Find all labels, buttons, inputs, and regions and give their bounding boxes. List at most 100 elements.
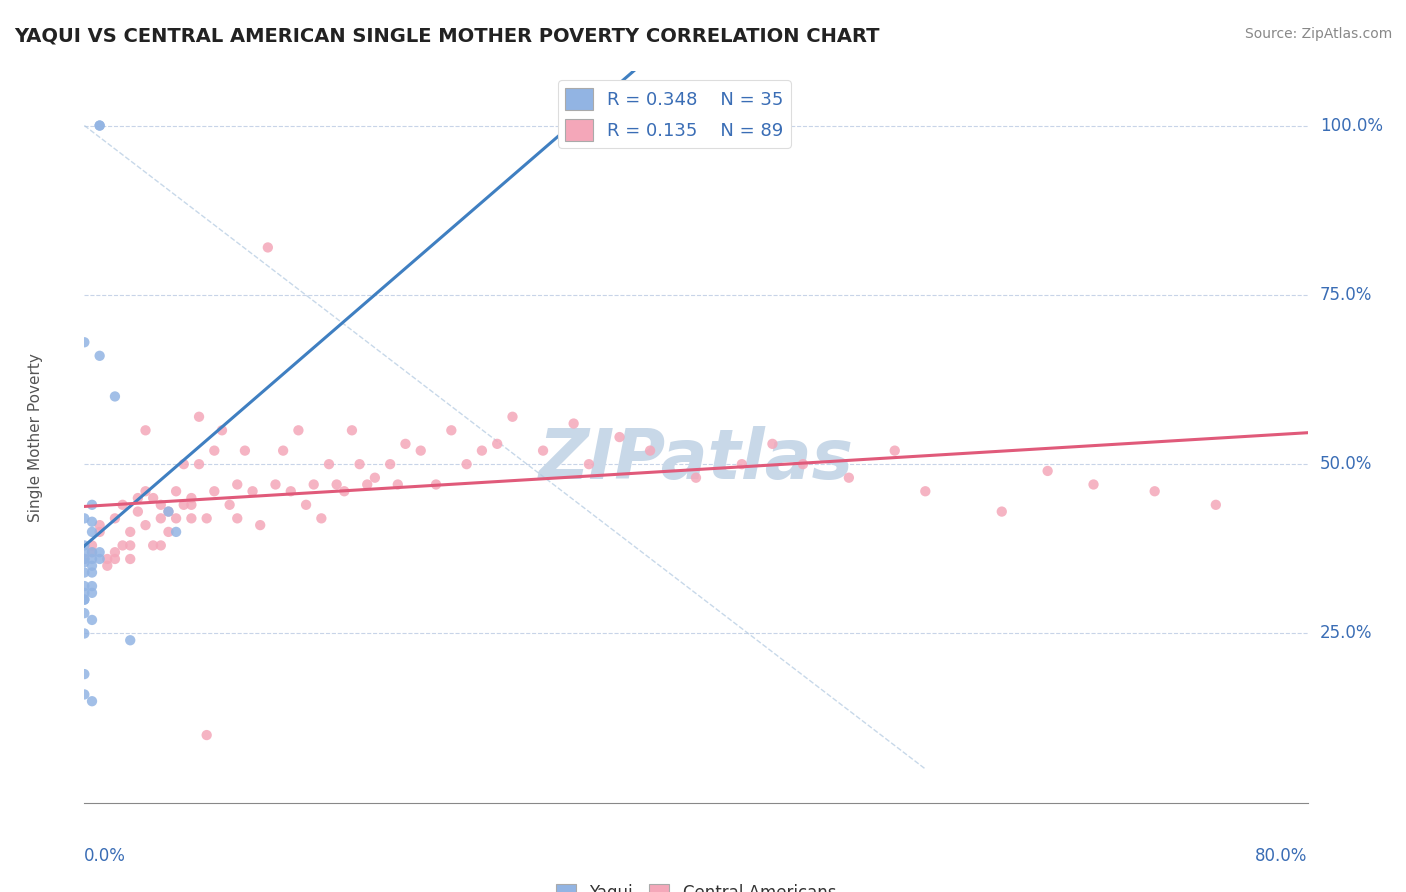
Point <box>202 484 225 499</box>
Point <box>73 566 96 580</box>
Text: 80.0%: 80.0% <box>1256 847 1308 864</box>
Point <box>271 443 294 458</box>
Point <box>226 511 249 525</box>
Point <box>349 457 371 471</box>
Point <box>104 389 127 403</box>
Point <box>104 545 127 559</box>
Point <box>80 613 103 627</box>
Point <box>73 592 96 607</box>
Point <box>456 457 478 471</box>
Point <box>264 477 287 491</box>
Point <box>157 505 180 519</box>
Point <box>96 558 118 573</box>
Point <box>80 579 103 593</box>
Point <box>173 457 195 471</box>
Point <box>502 409 524 424</box>
Point <box>80 566 103 580</box>
Point <box>127 491 149 505</box>
Point <box>195 511 218 525</box>
Point <box>486 437 509 451</box>
Legend: Yaqui, Central Americans: Yaqui, Central Americans <box>550 877 842 892</box>
Point <box>73 511 96 525</box>
Point <box>792 457 814 471</box>
Text: 100.0%: 100.0% <box>1320 117 1384 135</box>
Point <box>233 443 256 458</box>
Point <box>104 511 127 525</box>
Point <box>135 423 157 437</box>
Point <box>89 119 111 133</box>
Point <box>73 606 96 620</box>
Text: 0.0%: 0.0% <box>84 847 127 864</box>
Text: 25.0%: 25.0% <box>1320 624 1372 642</box>
Point <box>73 538 96 552</box>
Point <box>120 633 142 648</box>
Point <box>914 484 936 499</box>
Point <box>249 518 271 533</box>
Point <box>96 552 118 566</box>
Point <box>1083 477 1105 491</box>
Point <box>180 498 202 512</box>
Point <box>73 586 96 600</box>
Point <box>394 437 416 451</box>
Point <box>1205 498 1227 512</box>
Point <box>165 484 187 499</box>
Point <box>295 498 318 512</box>
Point <box>80 545 103 559</box>
Point <box>73 667 96 681</box>
Point <box>318 457 340 471</box>
Point <box>409 443 432 458</box>
Point <box>333 484 356 499</box>
Point <box>838 471 860 485</box>
Point <box>73 552 96 566</box>
Text: 75.0%: 75.0% <box>1320 285 1372 304</box>
Point <box>149 511 172 525</box>
Point <box>195 728 218 742</box>
Text: 50.0%: 50.0% <box>1320 455 1372 473</box>
Point <box>685 471 707 485</box>
Point <box>609 430 631 444</box>
Point <box>120 538 142 552</box>
Point <box>340 423 363 437</box>
Point <box>188 457 211 471</box>
Point <box>364 471 387 485</box>
Point <box>80 558 103 573</box>
Text: ZIPatlas: ZIPatlas <box>538 425 853 492</box>
Point <box>89 518 111 533</box>
Point <box>104 552 127 566</box>
Point <box>157 524 180 539</box>
Point <box>311 511 333 525</box>
Point <box>80 545 103 559</box>
Point <box>149 498 172 512</box>
Point <box>120 552 142 566</box>
Point <box>302 477 325 491</box>
Point <box>80 498 103 512</box>
Point <box>425 477 447 491</box>
Point <box>142 491 165 505</box>
Point <box>991 505 1014 519</box>
Point <box>89 545 111 559</box>
Point <box>135 484 157 499</box>
Point <box>73 579 96 593</box>
Point <box>218 498 240 512</box>
Point <box>257 240 280 254</box>
Point <box>188 409 211 424</box>
Point <box>89 119 111 133</box>
Point <box>73 592 96 607</box>
Point <box>73 545 96 559</box>
Point <box>135 518 157 533</box>
Point <box>111 498 134 512</box>
Point <box>380 457 402 471</box>
Point <box>120 524 142 539</box>
Point <box>142 538 165 552</box>
Point <box>1036 464 1059 478</box>
Point <box>356 477 378 491</box>
Text: Single Mother Poverty: Single Mother Poverty <box>28 352 44 522</box>
Point <box>202 443 225 458</box>
Point <box>111 538 134 552</box>
Point <box>165 524 187 539</box>
Point <box>73 555 96 569</box>
Point <box>180 511 202 525</box>
Point <box>280 484 302 499</box>
Point <box>731 457 754 471</box>
Text: Source: ZipAtlas.com: Source: ZipAtlas.com <box>1244 27 1392 41</box>
